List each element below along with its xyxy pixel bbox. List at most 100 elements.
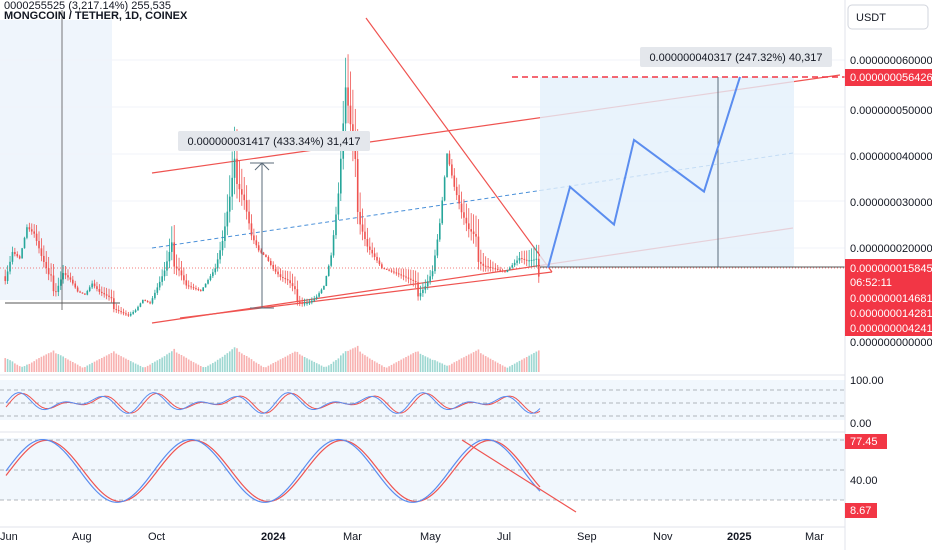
candle-body[interactable] bbox=[279, 274, 282, 277]
candle-body[interactable] bbox=[306, 302, 308, 304]
candle-body[interactable] bbox=[163, 270, 166, 277]
candle-body[interactable] bbox=[458, 195, 460, 204]
candle-body[interactable] bbox=[494, 268, 497, 270]
candle-body[interactable] bbox=[72, 279, 74, 284]
measure-1[interactable]: 0.000000031417 (433.34%) 31,417 bbox=[178, 131, 370, 309]
candle-body[interactable] bbox=[134, 310, 137, 313]
candle-body[interactable] bbox=[241, 189, 243, 195]
candle-body[interactable] bbox=[253, 235, 255, 241]
candle-body[interactable] bbox=[313, 298, 316, 301]
candle-body[interactable] bbox=[175, 266, 178, 269]
candle-body[interactable] bbox=[88, 287, 91, 292]
candle-body[interactable] bbox=[388, 269, 390, 271]
candle-body[interactable] bbox=[45, 261, 48, 269]
candle-body[interactable] bbox=[448, 153, 451, 165]
candle-body[interactable] bbox=[207, 279, 209, 284]
symbol-title[interactable]: MONGCOIN / TETHER, 1D, COINEX bbox=[4, 10, 188, 22]
candle-body[interactable] bbox=[117, 310, 120, 312]
candle-body[interactable] bbox=[451, 164, 453, 176]
candle-body[interactable] bbox=[455, 186, 458, 196]
candle-body[interactable] bbox=[482, 263, 485, 266]
candle-body[interactable] bbox=[115, 309, 118, 311]
candle-body[interactable] bbox=[226, 211, 229, 227]
candle-body[interactable] bbox=[156, 287, 159, 293]
candle-body[interactable] bbox=[113, 298, 115, 310]
candle-body[interactable] bbox=[400, 274, 402, 276]
candle-body[interactable] bbox=[470, 229, 472, 232]
candle-body[interactable] bbox=[209, 276, 212, 280]
candle-body[interactable] bbox=[414, 281, 417, 283]
candle-body[interactable] bbox=[390, 270, 393, 272]
candle-body[interactable] bbox=[269, 260, 272, 265]
candle-body[interactable] bbox=[525, 259, 528, 261]
candle-body[interactable] bbox=[62, 273, 64, 280]
candle-body[interactable] bbox=[81, 292, 84, 294]
candle-body[interactable] bbox=[315, 296, 318, 299]
candle-body[interactable] bbox=[320, 289, 323, 294]
candle-body[interactable] bbox=[100, 291, 103, 294]
candle-body[interactable] bbox=[323, 285, 325, 290]
candle-body[interactable] bbox=[480, 261, 482, 264]
time-axis[interactable]: Jun Aug Oct 2024 Mar May Jul Sep Nov 202… bbox=[0, 526, 845, 543]
candle-body[interactable] bbox=[511, 265, 514, 268]
candle-body[interactable] bbox=[137, 306, 139, 311]
candle-body[interactable] bbox=[64, 273, 67, 276]
candle-body[interactable] bbox=[38, 240, 40, 249]
candle-body[interactable] bbox=[195, 288, 197, 290]
candle-body[interactable] bbox=[265, 254, 267, 258]
candle-body[interactable] bbox=[429, 276, 431, 282]
candle-body[interactable] bbox=[166, 261, 168, 271]
candle-body[interactable] bbox=[426, 281, 429, 287]
candle-body[interactable] bbox=[327, 265, 330, 276]
candle-body[interactable] bbox=[43, 255, 45, 262]
candle-body[interactable] bbox=[282, 276, 284, 279]
candle-body[interactable] bbox=[371, 249, 374, 254]
candle-body[interactable] bbox=[30, 229, 33, 232]
candle-body[interactable] bbox=[173, 242, 176, 267]
candle-body[interactable] bbox=[373, 253, 376, 257]
candle-body[interactable] bbox=[26, 227, 28, 238]
candle-body[interactable] bbox=[243, 194, 246, 201]
oscillator-2-k-line[interactable] bbox=[5, 438, 541, 503]
candle-body[interactable] bbox=[14, 251, 16, 255]
candle-body[interactable] bbox=[267, 257, 270, 261]
candle-body[interactable] bbox=[202, 287, 204, 292]
candle-body[interactable] bbox=[47, 268, 50, 275]
candle-body[interactable] bbox=[9, 261, 11, 272]
candle-body[interactable] bbox=[441, 200, 444, 224]
measure-2[interactable]: 0.000000040317 (247.32%) 40,317 bbox=[640, 47, 832, 267]
candle-body[interactable] bbox=[33, 231, 35, 234]
candle-body[interactable] bbox=[132, 312, 134, 314]
candle-body[interactable] bbox=[523, 258, 526, 260]
candle-body[interactable] bbox=[349, 105, 352, 125]
candle-body[interactable] bbox=[521, 258, 523, 260]
candle-body[interactable] bbox=[129, 313, 132, 316]
candle-body[interactable] bbox=[221, 240, 224, 251]
candle-body[interactable] bbox=[183, 275, 185, 281]
candle-body[interactable] bbox=[178, 268, 180, 271]
candle-body[interactable] bbox=[139, 303, 142, 307]
candle-body[interactable] bbox=[443, 177, 446, 201]
candle-body[interactable] bbox=[496, 268, 499, 270]
candle-body[interactable] bbox=[262, 252, 265, 255]
candle-body[interactable] bbox=[465, 217, 468, 224]
candle-body[interactable] bbox=[368, 246, 371, 250]
candle-body[interactable] bbox=[245, 200, 248, 212]
candle-body[interactable] bbox=[318, 293, 320, 297]
candle-body[interactable] bbox=[98, 289, 101, 292]
candle-body[interactable] bbox=[410, 278, 412, 280]
candle-body[interactable] bbox=[204, 283, 207, 288]
candle-body[interactable] bbox=[366, 239, 369, 247]
candle-body[interactable] bbox=[233, 158, 236, 178]
candle-body[interactable] bbox=[91, 283, 93, 288]
candle-body[interactable] bbox=[260, 250, 262, 253]
candle-body[interactable] bbox=[395, 272, 398, 274]
candle-body[interactable] bbox=[446, 153, 448, 178]
candle-body[interactable] bbox=[55, 291, 57, 293]
candle-body[interactable] bbox=[412, 279, 415, 282]
candle-body[interactable] bbox=[103, 293, 106, 295]
candle-body[interactable] bbox=[180, 270, 183, 276]
oscillator-1-d-line[interactable] bbox=[5, 392, 541, 414]
candle-body[interactable] bbox=[402, 275, 405, 277]
candle-body[interactable] bbox=[250, 223, 253, 236]
